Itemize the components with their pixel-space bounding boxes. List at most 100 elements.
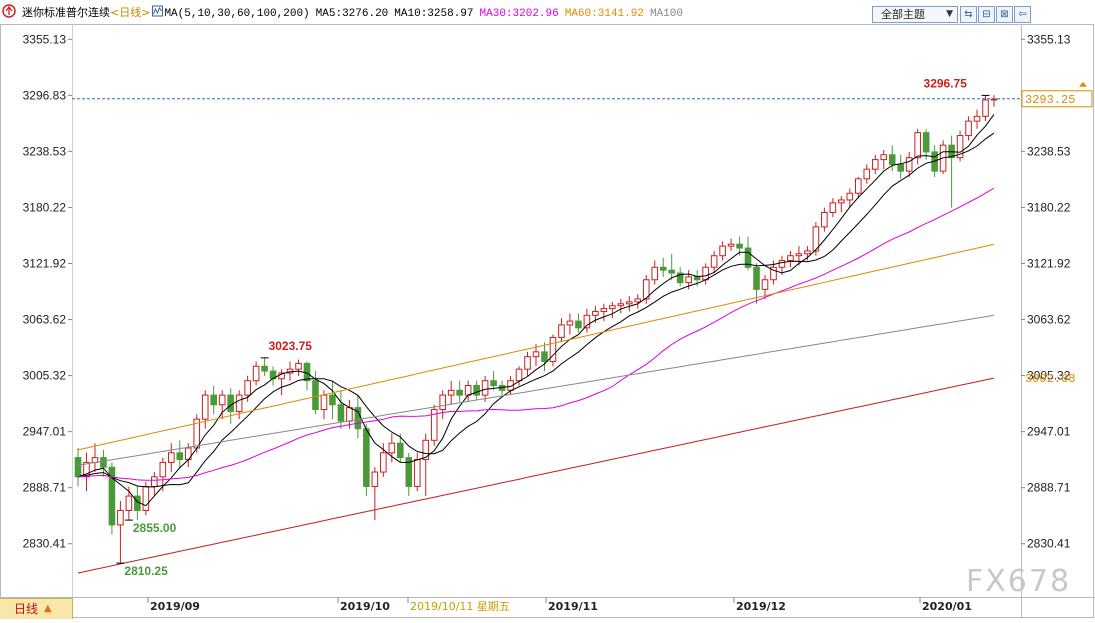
extreme-label: 2855.00 [133, 521, 177, 535]
candle-body [100, 457, 107, 468]
ma200-label: 3002.68 [1025, 372, 1075, 386]
candle-body [320, 394, 328, 411]
candle-body [982, 99, 989, 117]
candle-body [727, 243, 735, 247]
header-text-item: <日线> [110, 5, 150, 19]
header-text-item: MA30:3202.96 [480, 8, 559, 20]
candle-body [439, 394, 447, 411]
candle-body [413, 459, 421, 487]
price-tick-label-left: 3121.92 [23, 256, 67, 270]
toolbar-button-3[interactable]: ⊠ [996, 6, 1013, 23]
header-text-item: MA100 [650, 8, 683, 20]
candle-body [218, 394, 226, 406]
last-price-box [1021, 90, 1093, 108]
candle-body [914, 132, 921, 159]
last-price-label: 3293.25 [1025, 93, 1075, 107]
chart-header: 迷你标准普尔连续 <日线> MA(5,10,30,60,100,200) MA5:32… [0, 0, 1095, 24]
candle-body [303, 362, 311, 382]
ma10-line [77, 132, 995, 488]
candle-body [176, 452, 184, 461]
candle-body [388, 442, 396, 454]
topic-select[interactable]: 全部主题 ▼ [872, 6, 958, 23]
price-tick-label-right: 3121.92 [1027, 256, 1071, 270]
candle-body [651, 266, 659, 281]
chevron-down-icon: ▼ [946, 9, 953, 19]
candle-body [592, 310, 599, 316]
up-arrow-icon [1079, 81, 1087, 87]
candle-body [549, 336, 557, 362]
candle-body [252, 365, 260, 382]
candle-body [693, 276, 701, 281]
price-tick-label-right: 3063.62 [1027, 313, 1071, 327]
period-selector[interactable]: 日线 ▲ [0, 598, 73, 619]
candle-body [956, 135, 964, 159]
candle-body [464, 385, 472, 396]
candle-body [846, 192, 854, 201]
candle-body [558, 324, 565, 338]
candle-body [396, 442, 404, 459]
candle-body [159, 461, 167, 478]
toolbar-button-2[interactable]: ⊟ [978, 6, 995, 23]
header-text-item: MA60:3141.92 [565, 8, 644, 20]
price-tick-label-left: 3238.53 [23, 144, 67, 158]
candle-body [659, 266, 667, 271]
candle-body [575, 320, 582, 329]
ma100-line [77, 314, 995, 466]
home-icon[interactable] [2, 4, 16, 18]
time-tick-label: 2019/11 [548, 600, 598, 613]
candle-body [456, 389, 463, 396]
candle-body [702, 266, 709, 281]
price-tick-label-left: 3005.32 [23, 369, 67, 383]
candle-body [668, 269, 676, 274]
candle-body [261, 365, 268, 372]
candle-body [312, 380, 319, 411]
candle-body [490, 380, 497, 387]
candle-body [880, 154, 888, 161]
price-tick-label-right: 2888.71 [1027, 481, 1071, 495]
candle-body [854, 178, 862, 194]
candle-body [371, 471, 379, 487]
candle-body [744, 247, 752, 268]
extreme-label: 3296.75 [924, 76, 968, 90]
header-text-item: MA5:3276.20 [316, 8, 389, 20]
toolbar-button-1[interactable]: ⇆ [960, 6, 977, 23]
candle-body [905, 157, 913, 172]
candle-body [973, 115, 981, 122]
header-text-item: MA(5,10,30,60,100,200) [164, 8, 309, 20]
candle-body [685, 276, 692, 284]
candle-body [871, 159, 879, 170]
time-tick-label: 2019/10 [340, 600, 390, 613]
candle-body [201, 394, 209, 420]
time-tick-label: 2019/09 [150, 600, 200, 613]
candle-body [625, 301, 633, 305]
candle-body [151, 476, 158, 487]
candle-body [380, 452, 387, 473]
price-tick-label-left: 3180.22 [23, 200, 67, 214]
candle-body [719, 245, 726, 257]
candle-body [795, 253, 803, 257]
time-tick-label: 2019/12 [736, 600, 786, 613]
candle-body [337, 404, 345, 422]
price-tick-label-right: 2830.41 [1027, 537, 1071, 551]
candle-body [922, 132, 930, 153]
candle-body [736, 243, 743, 249]
candle-body [244, 380, 251, 396]
toolbar-button-4[interactable]: ⇦ [1014, 6, 1031, 23]
extreme-label: 3023.75 [269, 339, 313, 353]
price-tick-label-left: 3296.83 [23, 88, 67, 102]
candle-body [642, 279, 650, 300]
ma60-line [77, 243, 995, 451]
time-tick-label: 2020/01 [922, 600, 972, 613]
header-text: 迷你标准普尔连续 <日线> MA(5,10,30,60,100,200) MA5:32… [22, 5, 683, 20]
candle-body [515, 368, 523, 382]
topic-select-label: 全部主题 [881, 8, 925, 21]
candle-body [405, 457, 413, 487]
price-tick-label-right: 3355.13 [1027, 32, 1071, 46]
candle-body [227, 394, 234, 412]
ma200-line [77, 377, 995, 574]
candle-body [787, 255, 794, 262]
candle-body [346, 407, 353, 422]
price-tick-label-left: 2888.71 [23, 481, 67, 495]
candle-body [617, 303, 625, 307]
